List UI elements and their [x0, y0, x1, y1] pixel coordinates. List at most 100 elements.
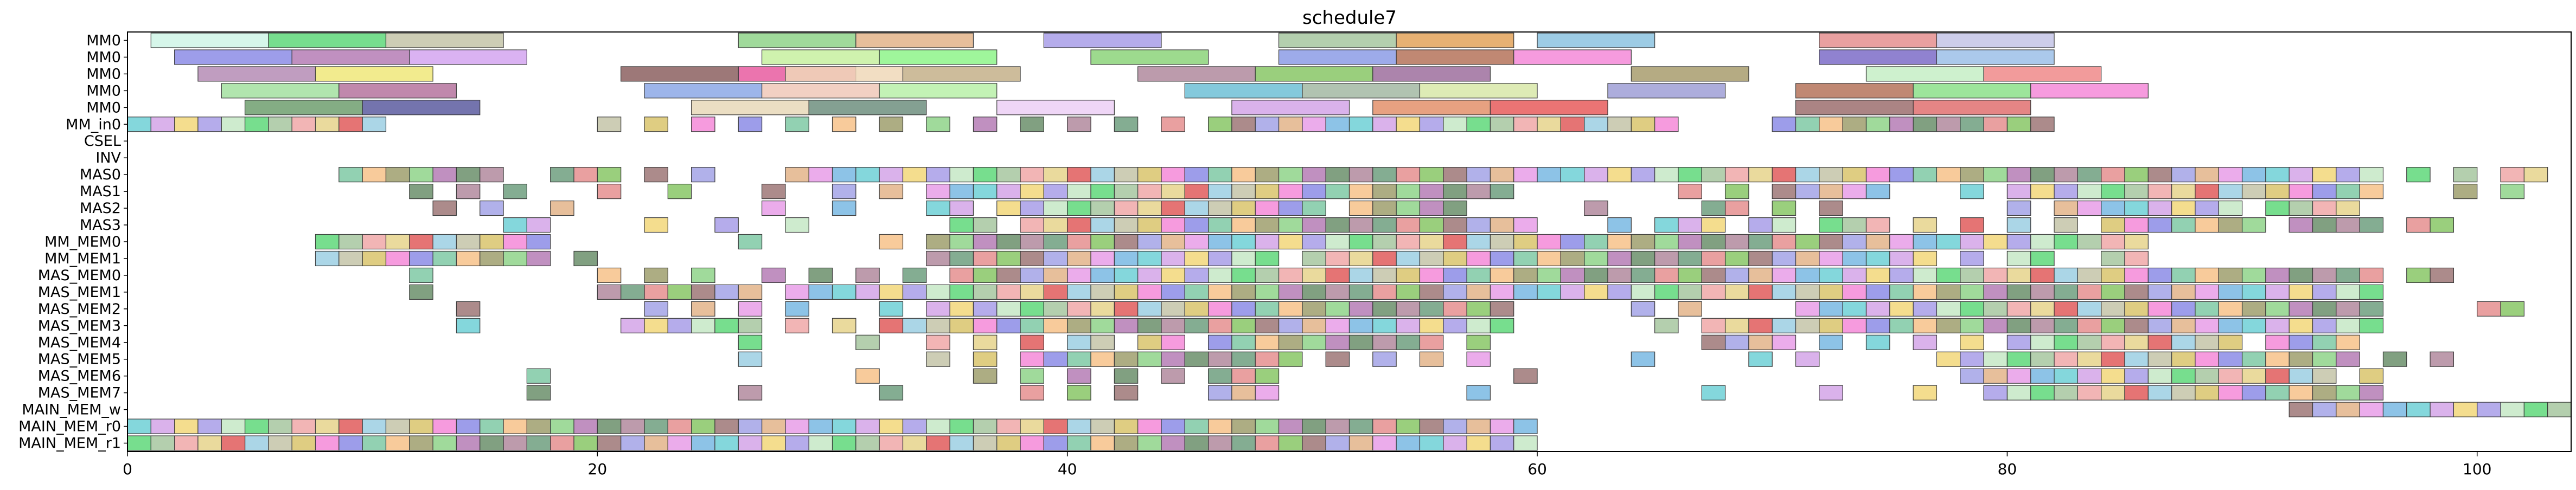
task-bar-mas2-24	[1419, 201, 1444, 216]
chart-title: schedule7	[1302, 7, 1397, 29]
task-bar-mas1-53	[2289, 184, 2313, 199]
task-bar-mas-mem4-20	[1701, 334, 1726, 350]
task-bar-mm-mem0-7	[480, 234, 504, 250]
task-bar-mas-mem3-52	[2054, 318, 2078, 333]
task-bar-mas2-7	[996, 201, 1021, 216]
task-bar-main-mem-r0-0	[127, 418, 151, 434]
task-bar-mas-mem1-53	[1842, 284, 1867, 300]
task-bar-main-mem-r0-11	[385, 418, 410, 434]
task-bar-mas-mem3-14	[996, 318, 1021, 333]
task-bar-mas1-51	[2241, 184, 2266, 199]
task-bar-mas3-38	[1913, 217, 1938, 233]
task-bar-mas-mem0-48	[1889, 267, 1914, 283]
task-bar-mas-mem2-38	[1913, 301, 1938, 317]
task-bar-mas-mem0-46	[1842, 267, 1867, 283]
task-bar-mas-mem3-44	[1865, 318, 1890, 333]
task-bar-mas1-54	[2312, 184, 2337, 199]
task-bar-mm-in0-19	[973, 117, 998, 132]
task-bar-mas-mem5-18	[1466, 351, 1491, 367]
task-bar-main-mem-r1-20	[597, 435, 622, 451]
task-bar-mm-mem0-32	[1396, 234, 1421, 250]
x-tick-label: 40	[1058, 460, 1077, 478]
task-bar-mm-in0-32	[1396, 117, 1421, 132]
task-bar-mas-mem7-17	[2077, 385, 2102, 401]
task-bar-mas-mem3-24	[1231, 318, 1256, 333]
task-bar-mas-mem1-27	[1231, 284, 1256, 300]
task-bar-mas-mem7-23	[2218, 385, 2243, 401]
task-bar-mas-mem7-10	[1701, 385, 1726, 401]
task-bar-mas0-57	[1842, 167, 1867, 183]
task-bar-mas0-53	[1748, 167, 1773, 183]
task-bar-mas2-25	[1443, 201, 1467, 216]
task-bar-mas-mem2-2	[691, 301, 715, 317]
task-bar-mm-mem0-14	[973, 234, 998, 250]
task-bar-mas0-40	[1443, 167, 1467, 183]
task-bar-mas3-40	[2006, 217, 2031, 233]
task-bar-mas-mem2-13	[1090, 301, 1115, 317]
task-bar-mas3-37	[1865, 217, 1890, 233]
task-bar-mas-mem2-18	[1207, 301, 1232, 317]
task-bar-mas2-5	[926, 201, 950, 216]
task-bar-main-mem-r1-44	[1161, 435, 1185, 451]
task-bar-mas-mem5-1	[926, 351, 950, 367]
task-bar-mas0-5	[456, 167, 481, 183]
task-bar-mas-mem5-35	[2241, 351, 2266, 367]
task-bar-mm-mem0-49	[1795, 234, 1820, 250]
task-bar-mm-mem1-15	[1020, 250, 1044, 267]
task-bar-mm-mem0-9	[526, 234, 551, 250]
task-bar-mm-mem1-54	[2006, 250, 2031, 267]
task-bar-mas-mem5-38	[2312, 351, 2337, 367]
task-bar-mas-mem2-40	[1960, 301, 1984, 317]
task-bar-mas-mem3-64	[2336, 318, 2360, 333]
task-bar-mas1-52	[2265, 184, 2290, 199]
task-bar-mas-mem2-58	[2477, 301, 2501, 317]
task-bar-main-mem-r1-14	[456, 435, 481, 451]
task-bar-mas-mem1-24	[1161, 284, 1185, 300]
task-bar-mas-mem0-29	[1443, 267, 1467, 283]
task-bar-mm-in0-18	[926, 117, 950, 132]
task-bar-mas-mem5-16	[1372, 351, 1397, 367]
task-bar-mm-mem1-20	[1137, 250, 1162, 267]
task-bar-main-mem-r0-17	[526, 418, 551, 434]
task-bar-mas-mem6-17	[2101, 368, 2125, 384]
task-bar-mas3-16	[1231, 217, 1256, 233]
task-bar-mas-mem1-13	[902, 284, 927, 300]
task-bar-mas-mem2-24	[1348, 301, 1373, 317]
task-bar-mas-mem1-32	[1348, 284, 1373, 300]
task-bar-mm0-9	[1819, 33, 1938, 48]
task-bar-mas-mem7-6	[1207, 385, 1232, 401]
task-bar-main-mem-r0-34	[926, 418, 950, 434]
task-bar-mas2-10	[1067, 201, 1091, 216]
task-bar-main-mem-r0-42	[1114, 418, 1139, 434]
task-bar-mm-in0-36	[1490, 117, 1514, 132]
task-bar-mas0-24	[1067, 167, 1091, 183]
task-bar-mm-in0-24	[1207, 117, 1232, 132]
task-bar-mas-mem3-39	[1748, 318, 1773, 333]
task-bar-mas-mem1-12	[879, 284, 904, 300]
task-bar-mas0-75	[2265, 167, 2290, 183]
task-bar-mas-mem1-71	[2265, 284, 2290, 300]
task-bar-mas3-17	[1255, 217, 1280, 233]
task-bar-mas2-32	[2054, 201, 2078, 216]
task-bar-mas-mem1-37	[1466, 284, 1491, 300]
task-bar-mas1-23	[1278, 184, 1303, 199]
task-bar-mas0-31	[1231, 167, 1256, 183]
task-bar-main-mem-r0-45	[1184, 418, 1209, 434]
task-bar-mas-mem0-28	[1419, 267, 1444, 283]
task-bar-mm-mem0-55	[1936, 234, 1961, 250]
task-bar-mm-mem0-23	[1184, 234, 1209, 250]
task-bar-mas3-1	[526, 217, 551, 233]
task-bar-mas-mem3-9	[879, 318, 904, 333]
task-bar-mas0-66	[2054, 167, 2078, 183]
task-bar-mas-mem2-52	[2241, 301, 2266, 317]
task-bar-mas-mem2-47	[2124, 301, 2149, 317]
task-bar-mas-mem6-9	[1255, 368, 1280, 384]
task-bar-mas-mem4-29	[2030, 334, 2055, 350]
task-bar-main-mem-r1-4	[221, 435, 246, 451]
task-bar-mas-mem3-60	[2241, 318, 2266, 333]
task-bar-mas1-43	[2054, 184, 2078, 199]
task-bar-mas-mem2-29	[1466, 301, 1491, 317]
task-bar-main-mem-r0-12	[409, 418, 433, 434]
task-bar-mm-mem1-36	[1537, 250, 1561, 267]
task-bar-mm0-21	[1936, 49, 2055, 65]
